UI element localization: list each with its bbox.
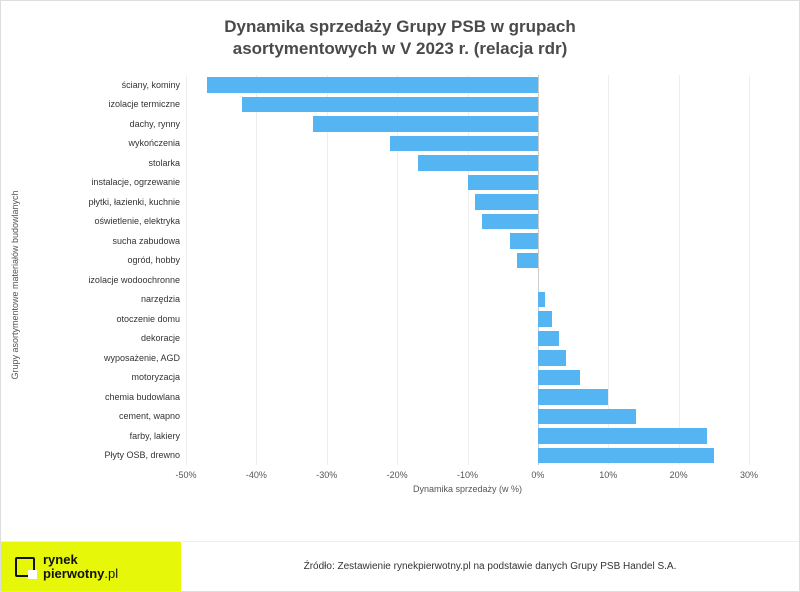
title-line-1: Dynamika sprzedaży Grupy PSB w grupach xyxy=(224,17,575,36)
bar xyxy=(517,253,538,268)
logo-line-2: pierwotny xyxy=(43,566,104,581)
bar-row: wyposażenie, AGD xyxy=(186,348,749,368)
category-label: instalacje, ogrzewanie xyxy=(91,177,186,187)
category-label: sucha zabudowa xyxy=(112,236,186,246)
bar xyxy=(482,214,538,229)
x-tick: -30% xyxy=(316,470,337,480)
bar xyxy=(538,389,608,404)
category-label: izolacje termiczne xyxy=(108,99,186,109)
bar-row: izolacje termiczne xyxy=(186,95,749,115)
bar xyxy=(313,116,538,131)
category-label: otoczenie domu xyxy=(116,314,186,324)
x-axis-label: Dynamika sprzedaży (w %) xyxy=(186,484,749,494)
category-label: chemia budowlana xyxy=(105,392,186,402)
bar-row: instalacje, ogrzewanie xyxy=(186,173,749,193)
logo-text: rynek pierwotny.pl xyxy=(43,553,118,580)
bar-row: ściany, kominy xyxy=(186,75,749,95)
logo-box: rynek pierwotny.pl xyxy=(1,542,181,591)
category-label: wyposażenie, AGD xyxy=(104,353,186,363)
chart-container: Dynamika sprzedaży Grupy PSB w grupach a… xyxy=(0,0,800,592)
bar xyxy=(468,175,538,190)
bar-row: stolarka xyxy=(186,153,749,173)
bar xyxy=(242,97,538,112)
logo-suffix: .pl xyxy=(104,566,118,581)
x-tick: -50% xyxy=(175,470,196,480)
bar-row: izolacje wodoochronne xyxy=(186,270,749,290)
bar xyxy=(538,370,580,385)
grid-line xyxy=(749,75,750,465)
bar-row: wykończenia xyxy=(186,134,749,154)
category-label: izolacje wodoochronne xyxy=(88,275,186,285)
x-tick: -10% xyxy=(457,470,478,480)
bar-row: farby, lakiery xyxy=(186,426,749,446)
category-label: motoryzacja xyxy=(131,372,186,382)
title-line-2: asortymentowych w V 2023 r. (relacja rdr… xyxy=(233,39,567,58)
bar-row: cement, wapno xyxy=(186,407,749,427)
category-label: ogród, hobby xyxy=(127,255,186,265)
category-label: oświetlenie, elektryka xyxy=(94,216,186,226)
logo-icon xyxy=(15,557,35,577)
bar-row: narzędzia xyxy=(186,290,749,310)
chart-title: Dynamika sprzedaży Grupy PSB w grupach a… xyxy=(31,16,769,60)
category-label: ściany, kominy xyxy=(122,80,186,90)
bar-row: oświetlenie, elektryka xyxy=(186,212,749,232)
bar xyxy=(390,136,538,151)
source-box: Źródło: Zestawienie rynekpierwotny.pl na… xyxy=(181,542,799,591)
x-tick: 0% xyxy=(531,470,544,480)
bar-row: ogród, hobby xyxy=(186,251,749,271)
footer: rynek pierwotny.pl Źródło: Zestawienie r… xyxy=(1,541,799,591)
category-label: narzędzia xyxy=(141,294,186,304)
bar xyxy=(510,233,538,248)
bar-row: płytki, łazienki, kuchnie xyxy=(186,192,749,212)
bar-row: sucha zabudowa xyxy=(186,231,749,251)
category-label: płytki, łazienki, kuchnie xyxy=(88,197,186,207)
bar xyxy=(418,155,538,170)
chart-area: Dynamika sprzedaży Grupy PSB w grupach a… xyxy=(1,1,799,541)
bar xyxy=(538,311,552,326)
x-tick: -40% xyxy=(246,470,267,480)
x-tick: 20% xyxy=(670,470,688,480)
bar-row: dachy, rynny xyxy=(186,114,749,134)
x-tick: 30% xyxy=(740,470,758,480)
bar xyxy=(538,292,545,307)
y-axis-label: Grupy asortymentowe materiałów budowlany… xyxy=(10,191,20,380)
bar xyxy=(538,350,566,365)
bar xyxy=(207,77,538,92)
bar-row: otoczenie domu xyxy=(186,309,749,329)
bar-row: Płyty OSB, drewno xyxy=(186,446,749,466)
category-label: stolarka xyxy=(148,158,186,168)
category-label: dachy, rynny xyxy=(130,119,186,129)
bar-row: dekoracje xyxy=(186,329,749,349)
bar-row: motoryzacja xyxy=(186,368,749,388)
bar-row: chemia budowlana xyxy=(186,387,749,407)
category-label: farby, lakiery xyxy=(130,431,186,441)
bar xyxy=(475,194,538,209)
category-label: Płyty OSB, drewno xyxy=(104,450,186,460)
source-text: Źródło: Zestawienie rynekpierwotny.pl na… xyxy=(304,561,677,572)
x-tick: 10% xyxy=(599,470,617,480)
category-label: wykończenia xyxy=(128,138,186,148)
bar xyxy=(538,428,707,443)
bar xyxy=(538,409,637,424)
bar xyxy=(538,331,559,346)
category-label: dekoracje xyxy=(141,333,186,343)
x-tick: -20% xyxy=(387,470,408,480)
category-label: cement, wapno xyxy=(119,411,186,421)
plot-wrap: Grupy asortymentowe materiałów budowlany… xyxy=(31,70,769,500)
bar xyxy=(538,448,714,463)
plot: -50%-40%-30%-20%-10%0%10%20%30%ściany, k… xyxy=(186,75,749,465)
